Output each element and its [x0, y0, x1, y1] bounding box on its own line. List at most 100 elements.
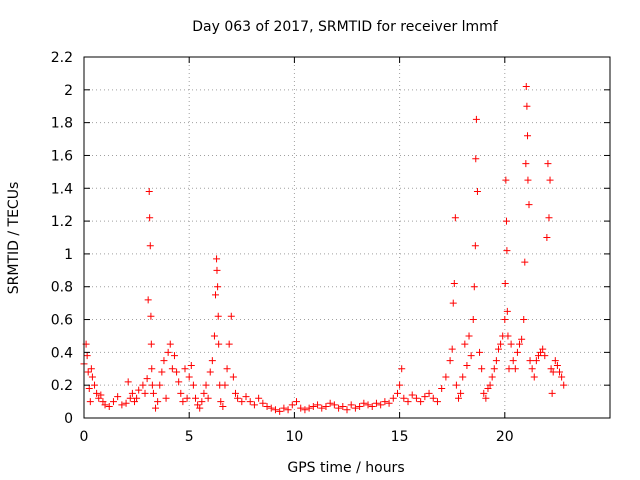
data-point [309, 403, 317, 411]
data-point [147, 312, 155, 320]
data-point [93, 389, 101, 397]
data-point [372, 399, 380, 407]
data-point [202, 381, 210, 389]
data-point [467, 352, 475, 360]
data-point [507, 340, 515, 348]
data-point [322, 403, 330, 411]
data-point [504, 332, 512, 340]
data-point [187, 361, 195, 369]
data-point [442, 373, 450, 381]
data-point [148, 381, 156, 389]
data-point [448, 345, 456, 353]
data-point [471, 242, 479, 250]
data-point [516, 340, 524, 348]
data-point [143, 375, 151, 383]
data-point [438, 384, 446, 392]
data-point [314, 401, 322, 409]
data-point [259, 399, 267, 407]
plot-frame [83, 56, 611, 419]
data-point [505, 365, 513, 373]
data-point [229, 373, 237, 381]
data-point [154, 398, 162, 406]
data-point [451, 214, 459, 222]
data-point [347, 401, 355, 409]
data-point [97, 391, 105, 399]
data-point [548, 389, 556, 397]
data-point [196, 404, 204, 412]
data-point [470, 283, 478, 291]
y-tick-label: 0.4 [51, 345, 73, 361]
data-point [518, 335, 526, 343]
data-point [326, 399, 334, 407]
data-point [145, 188, 153, 196]
data-point [503, 247, 511, 255]
data-point [556, 368, 564, 376]
data-point [398, 365, 406, 373]
data-point [210, 332, 218, 340]
data-point [126, 394, 134, 402]
y-tick-label: 1.4 [51, 181, 73, 197]
data-point [91, 381, 99, 389]
data-point [214, 283, 222, 291]
data-point [192, 394, 200, 402]
data-point [421, 393, 429, 401]
data-point [343, 406, 351, 414]
data-point [509, 357, 517, 365]
data-point [148, 365, 156, 373]
data-point [543, 234, 551, 241]
data-point [267, 404, 275, 412]
data-point [522, 83, 530, 91]
x-tick-label: 5 [185, 429, 194, 445]
data-point [166, 340, 174, 348]
data-point [213, 266, 221, 274]
data-point [231, 389, 239, 397]
data-point [297, 404, 305, 412]
x-tick-label: 20 [496, 429, 514, 445]
data-point [305, 404, 313, 412]
data-point [482, 394, 490, 402]
data-point [478, 365, 486, 373]
data-point [246, 398, 254, 406]
data-point [213, 255, 221, 263]
data-point [146, 214, 154, 222]
data-point [393, 389, 401, 397]
data-point [558, 373, 566, 381]
data-point [330, 401, 338, 409]
y-tick-label: 0.8 [51, 280, 73, 296]
data-point [179, 398, 187, 406]
data-point [156, 381, 164, 389]
data-point [429, 394, 437, 402]
y-tick-label: 0.2 [51, 378, 73, 394]
data-point [223, 365, 231, 373]
data-point [446, 357, 454, 365]
data-point [364, 401, 372, 409]
chart-title: Day 063 of 2017, SRMTID for receiver lmm… [192, 19, 499, 35]
data-point [158, 368, 166, 376]
grid [84, 57, 610, 418]
data-point [404, 398, 412, 406]
data-point [204, 394, 212, 402]
data-point [476, 348, 484, 356]
data-point [175, 378, 183, 386]
data-point [546, 176, 554, 184]
data-point [183, 394, 191, 402]
data-point [162, 394, 170, 402]
data-point [173, 368, 181, 376]
data-point [513, 348, 521, 356]
data-point [128, 389, 136, 397]
data-point [168, 365, 176, 373]
data-point [124, 378, 132, 386]
data-point [525, 201, 533, 209]
data-points [80, 83, 568, 415]
data-point [449, 299, 457, 307]
data-point [242, 393, 250, 401]
data-point [146, 242, 154, 250]
data-point [502, 217, 510, 225]
data-point [524, 176, 532, 184]
data-point [472, 155, 480, 163]
data-point [144, 296, 152, 304]
data-point [227, 312, 235, 320]
data-point [377, 401, 385, 409]
data-point [452, 381, 460, 389]
